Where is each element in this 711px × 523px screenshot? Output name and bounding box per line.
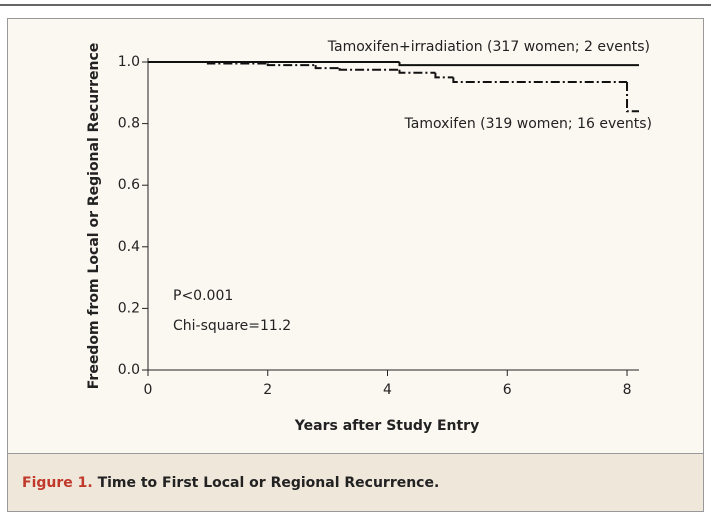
step-segment — [452, 77, 628, 84]
x-tick-label: 4 — [383, 382, 392, 398]
x-tick-label: 0 — [144, 382, 153, 398]
legend-label: Tamoxifen (319 women; 16 events) — [404, 116, 652, 132]
annotation: P<0.001 — [173, 288, 233, 304]
step-segment — [338, 68, 400, 71]
x-tick-label: 2 — [263, 382, 272, 398]
y-tick-label: 0.8 — [118, 116, 140, 132]
annotation: Chi-square=11.2 — [173, 318, 291, 334]
x-tick-label: 8 — [623, 382, 632, 398]
step-segment — [314, 65, 340, 70]
legend-label: Tamoxifen+irradiation (317 women; 2 even… — [327, 39, 650, 55]
step-segment — [398, 69, 436, 74]
y-tick-label: 0.6 — [118, 177, 140, 193]
step-segment — [266, 63, 316, 67]
x-axis-label: Years after Study Entry — [294, 418, 479, 434]
caption-text: Time to First Local or Regional Recurren… — [98, 475, 440, 491]
chart-panel — [7, 18, 704, 454]
caption: Figure 1. Time to First Local or Regiona… — [22, 475, 439, 491]
step-segment — [206, 62, 268, 65]
y-tick-label: 0.4 — [118, 239, 140, 255]
caption-label: Figure 1. — [22, 475, 93, 491]
step-segment — [434, 72, 454, 79]
x-tick-label: 6 — [503, 382, 512, 398]
caption-panel — [7, 453, 704, 512]
y-tick-label: 1.0 — [118, 54, 140, 70]
y-tick-label: 0.2 — [118, 300, 140, 316]
y-tick-label: 0.0 — [118, 362, 140, 378]
y-axis-label: Freedom from Local or Regional Recurrenc… — [86, 43, 102, 390]
step-segment — [398, 62, 639, 67]
step-segment — [626, 82, 639, 113]
